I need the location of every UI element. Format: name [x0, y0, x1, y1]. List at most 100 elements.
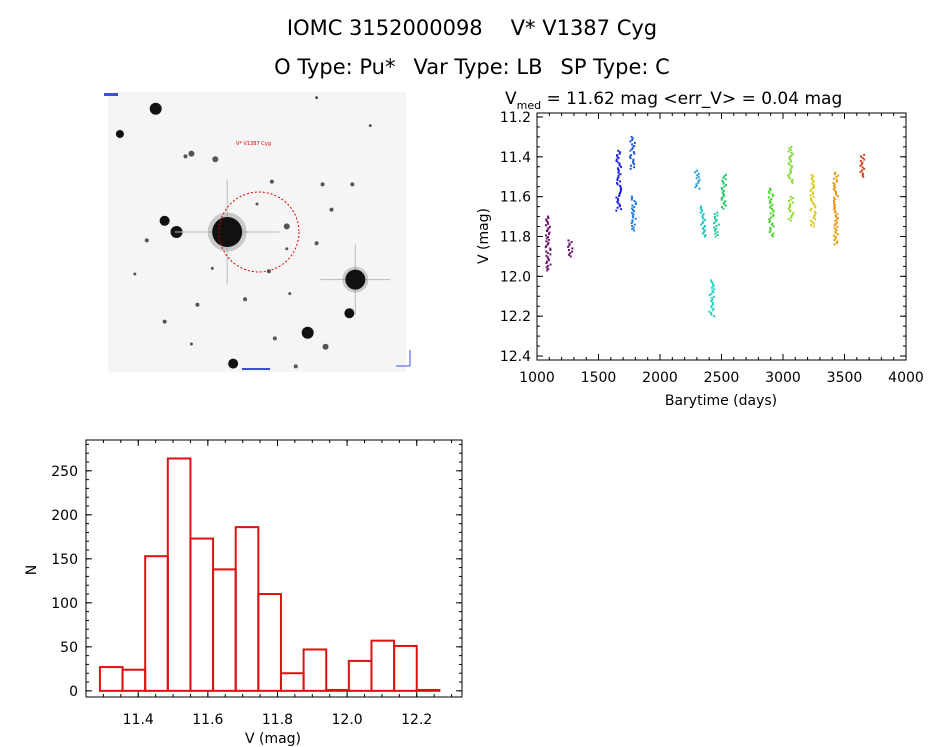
data-point — [711, 301, 714, 304]
data-point — [772, 213, 775, 216]
data-point — [631, 143, 634, 146]
star — [189, 342, 193, 346]
data-point — [548, 225, 551, 228]
data-point — [861, 174, 864, 177]
sky-stars — [115, 96, 391, 369]
star — [320, 182, 325, 187]
data-point — [788, 163, 791, 166]
data-point — [832, 187, 835, 190]
data-point — [787, 200, 790, 203]
data-point — [833, 224, 836, 227]
data-point — [789, 209, 792, 212]
data-point — [704, 225, 707, 228]
o-type: O Type: Pu* — [274, 55, 396, 79]
data-point — [769, 200, 772, 203]
data-point — [713, 213, 716, 216]
data-point — [768, 221, 771, 224]
data-point — [710, 279, 713, 282]
data-point — [708, 310, 711, 313]
data-point — [812, 184, 815, 187]
data-point — [768, 218, 771, 221]
data-point — [633, 163, 636, 166]
data-point — [835, 242, 838, 245]
data-point — [546, 265, 549, 268]
x-tick-label: 4000 — [888, 370, 924, 386]
data-point — [632, 216, 635, 219]
data-point — [710, 300, 713, 303]
data-point — [544, 246, 547, 249]
data-point — [787, 150, 790, 153]
data-point — [547, 241, 550, 244]
data-point — [631, 197, 634, 200]
data-point — [703, 235, 706, 238]
data-point — [787, 218, 790, 221]
data-point — [860, 163, 863, 166]
data-point — [772, 232, 775, 235]
data-point — [836, 225, 839, 228]
data-point — [834, 220, 837, 223]
x-tick-label: 1000 — [519, 370, 555, 386]
data-point — [704, 229, 707, 232]
x-tick-label: 11.6 — [192, 712, 223, 728]
data-point — [861, 161, 864, 164]
star — [159, 215, 170, 226]
data-point — [634, 203, 637, 206]
data-point — [549, 247, 552, 250]
data-point — [724, 204, 727, 207]
data-point — [834, 203, 837, 206]
target-aperture-circle — [218, 191, 300, 273]
light-curve-title-sub: med — [517, 99, 541, 112]
data-point — [631, 148, 634, 151]
data-point — [549, 249, 552, 252]
data-point — [631, 225, 634, 228]
data-point — [545, 262, 548, 265]
data-point — [633, 141, 636, 144]
data-point — [834, 206, 837, 209]
data-point — [632, 151, 635, 154]
data-point — [789, 160, 792, 163]
data-point — [629, 157, 632, 160]
data-point — [713, 216, 716, 219]
data-point — [790, 180, 793, 183]
data-point — [812, 191, 815, 194]
data-point — [708, 294, 711, 297]
data-point — [813, 213, 816, 216]
x-tick-label: 3500 — [827, 370, 863, 386]
y-tick-label: 11.4 — [500, 150, 531, 166]
data-point — [695, 184, 698, 187]
data-point — [791, 153, 794, 156]
data-point — [701, 222, 704, 225]
data-point — [811, 200, 814, 203]
x-tick-label: 11.8 — [262, 712, 293, 728]
star — [314, 241, 319, 246]
data-point — [814, 206, 817, 209]
data-point — [787, 207, 790, 210]
data-point — [632, 161, 635, 164]
data-point — [809, 190, 812, 193]
data-point — [712, 307, 715, 310]
data-point — [768, 206, 771, 209]
data-point — [769, 216, 772, 219]
histogram-bar — [347, 659, 373, 692]
data-point — [721, 191, 724, 194]
data-point — [701, 232, 704, 235]
data-point — [697, 181, 700, 184]
data-point — [547, 238, 550, 241]
data-point — [695, 183, 698, 186]
light-curve-chart: Vmed = 11.62 mag <err_V> = 0.04 mag 1000… — [476, 89, 924, 409]
histogram-bar — [189, 537, 215, 692]
data-point — [859, 160, 862, 163]
data-point — [710, 297, 713, 300]
data-point — [633, 152, 636, 155]
data-point — [717, 223, 720, 226]
data-point — [567, 239, 570, 242]
data-point — [769, 228, 772, 231]
data-point — [768, 202, 771, 205]
y-tick-label: 11.6 — [500, 190, 531, 206]
data-point — [548, 231, 551, 234]
data-point — [834, 198, 837, 201]
data-point — [813, 210, 816, 213]
data-point — [711, 298, 714, 301]
data-point — [633, 145, 636, 148]
data-point — [812, 187, 815, 190]
